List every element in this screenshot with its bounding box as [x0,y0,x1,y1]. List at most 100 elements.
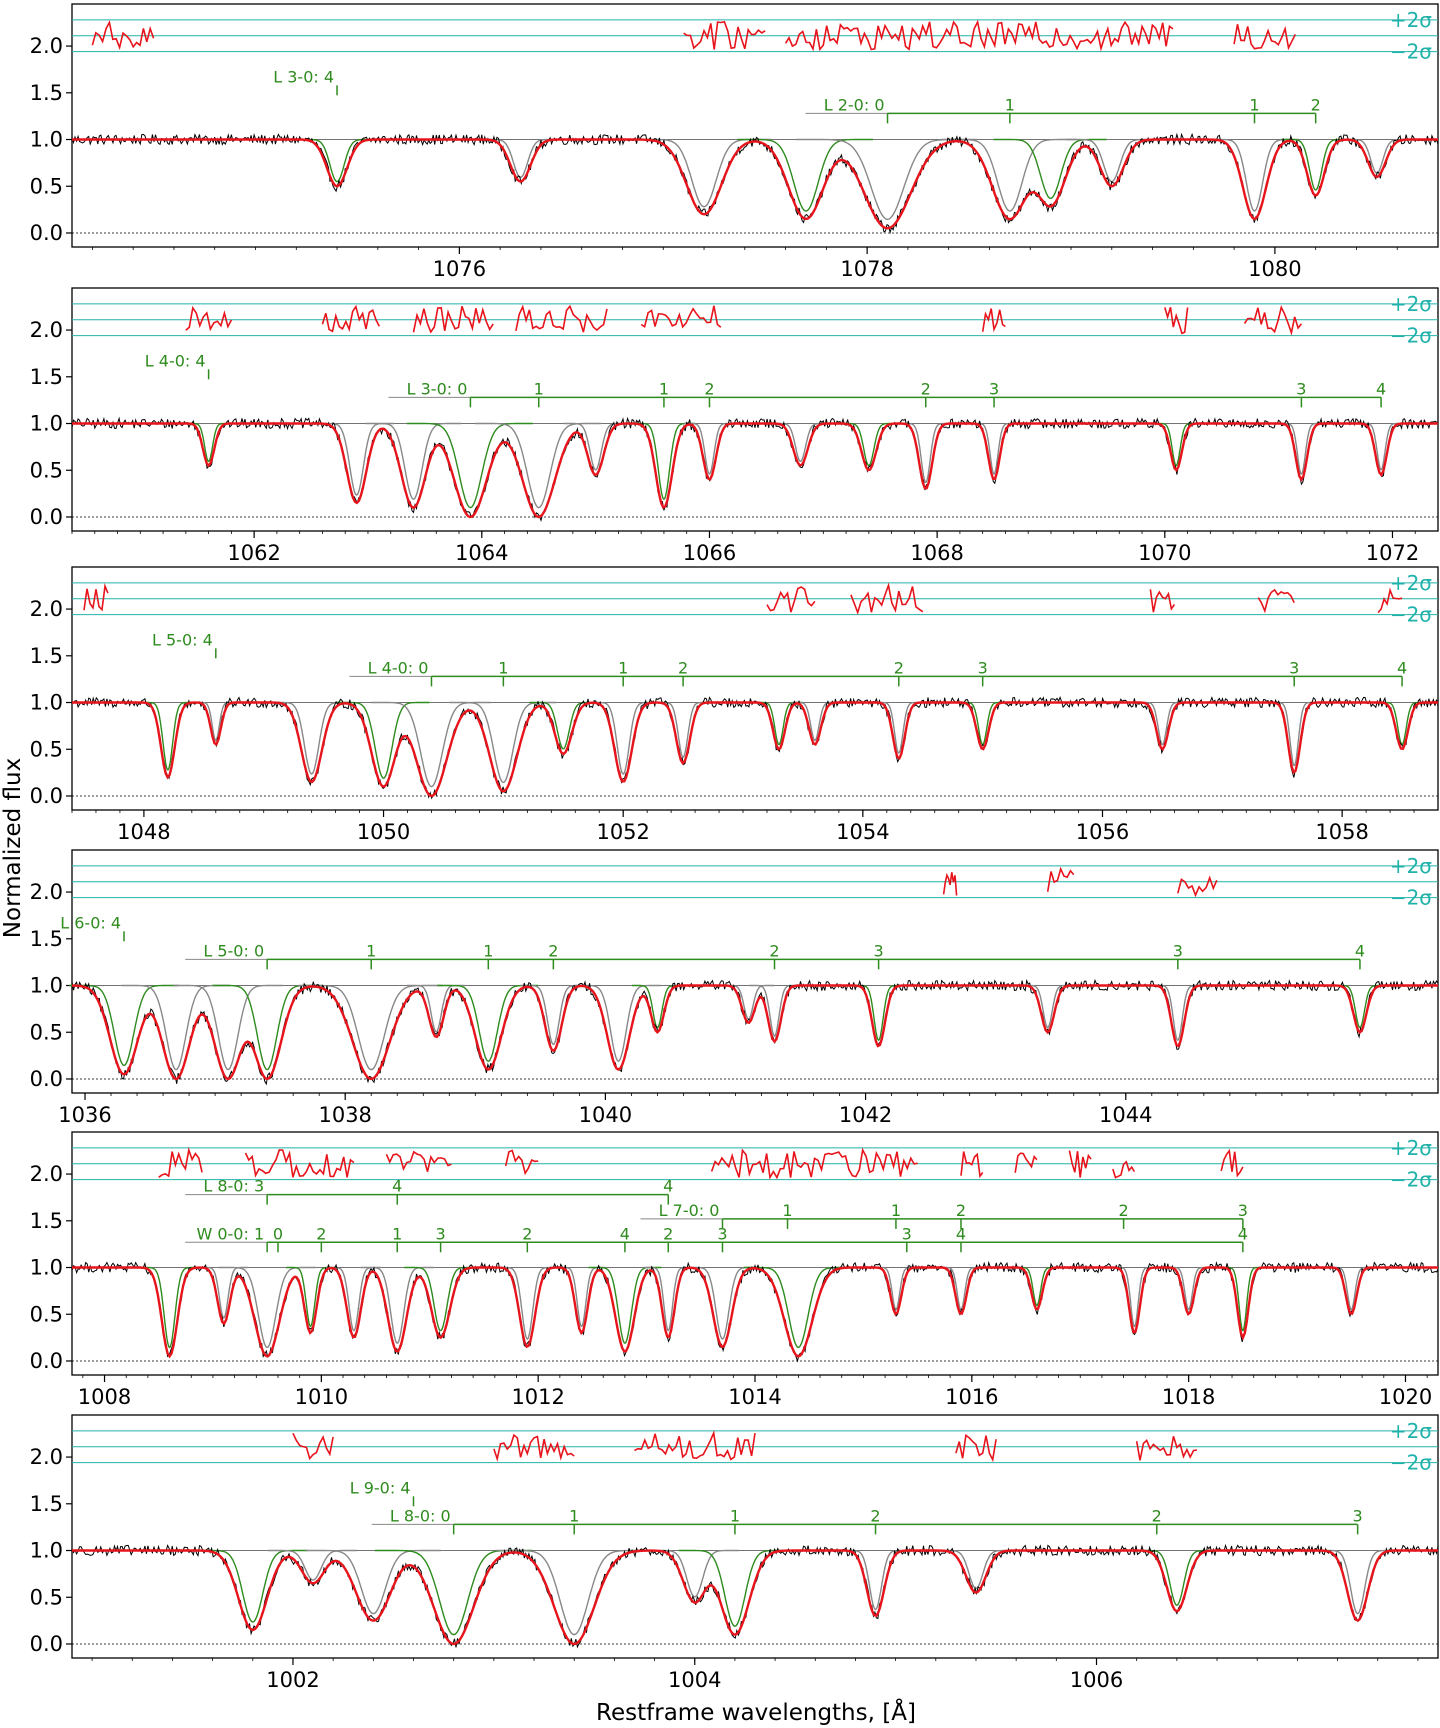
line-id-tick-label: 2 [704,379,714,398]
line-id-label: L 5-0: 0 [203,941,264,960]
x-tick-label: 1040 [579,1103,632,1127]
observed-spectrum [71,132,1439,235]
line-id-tick-label: 2 [1152,1506,1162,1525]
line-id-tick-label: 3 [902,1224,912,1243]
plus-2-sigma-label: +2σ [1390,8,1432,32]
line-id-tick-label: 0 [273,1224,283,1243]
x-tick-label: 1066 [683,541,736,565]
component-profile [631,984,683,1029]
residual-trace [1149,589,1176,613]
residual-trace [1068,1150,1092,1178]
residual-trace [1377,587,1403,614]
line-id-tick-label: 3 [717,1224,727,1243]
component-profile [1318,1549,1397,1615]
component-profile [796,138,977,221]
y-tick-label: 1.5 [30,81,63,105]
minus-2-sigma-label: −2σ [1390,40,1432,64]
line-id-tick-label: 4 [663,1177,673,1196]
line-id-label: L 8-0: 3 [203,1177,264,1196]
component-profile [874,1266,917,1311]
y-tick-label: 1.5 [30,1209,63,1233]
component-profile [404,1266,477,1332]
line-id-tick-label: 2 [548,941,558,960]
x-tick-label: 1014 [728,1385,781,1409]
x-tick-label: 1076 [433,257,486,281]
line-id-tick-label: 4 [956,1224,966,1243]
component-profile [1167,1266,1210,1311]
component-profile [656,701,710,759]
component-profile [195,701,236,742]
component-profile [1281,138,1350,191]
residual-trace [185,305,233,332]
y-tick-label: 2.0 [30,880,63,904]
line-id-tick-label: 2 [522,1224,532,1243]
panel-1: +2σ −2σ 0.0 0.5 1.0 1.5 2.0 1076 1078 1080 L 3-0: … [30,3,1439,281]
line-id-tick-label: 1 [366,941,376,960]
line-id-tick-label: 3 [978,658,988,677]
residual-trace [1233,24,1297,51]
component-profile [374,1549,533,1636]
residual-trace [493,1433,575,1462]
component-profile [298,984,443,1071]
line-id-tick-label: 2 [678,658,688,677]
component-profile [589,701,656,775]
line-id-tick-label: 4 [1397,658,1407,677]
y-tick-label: 0.5 [30,1585,63,1609]
model-fit [72,422,1438,519]
y-tick-label: 1.0 [30,691,63,715]
residual-trace [784,19,1174,52]
y-tick-label: 1.0 [30,412,63,436]
line-id-tick-label: 3 [989,379,999,398]
component-profile [1378,701,1426,746]
plus-2-sigma-label: +2σ [1390,571,1432,595]
x-tick-label: 1010 [295,1385,348,1409]
model-fit [72,1549,1438,1646]
line-id-label: L 9-0: 4 [350,1478,411,1497]
x-tick-label: 1058 [1315,820,1368,844]
residual-trace [1046,866,1075,892]
component-profile [941,138,1077,212]
component-profile [686,1266,759,1340]
line-id-tick-label: 1 [1005,95,1015,114]
component-profile [520,984,587,1046]
x-tick-label: 1004 [668,1668,721,1692]
component-profile [1153,422,1199,467]
line-id-label: L 4-0: 4 [145,351,206,370]
line-id-tick-label: 1 [392,1224,402,1243]
component-profile [121,984,231,1071]
residual-trace [1177,875,1218,898]
component-profile [791,701,839,742]
residual-trace [83,583,109,612]
residual-trace [1243,304,1303,336]
line-id-label: L 5-0: 4 [152,630,213,649]
line-id-tick-label: 2 [769,941,779,960]
model-fit [72,1266,1438,1359]
component-profile [1279,422,1324,475]
model-fit [72,138,1438,230]
x-tick-label: 1056 [1076,820,1129,844]
component-profile [286,1266,335,1328]
component-profile [1208,138,1300,212]
x-tick-label: 1042 [839,1103,892,1127]
x-tick-label: 1070 [1138,541,1191,565]
panel-6: +2σ −2σ 0.0 0.5 1.0 1.5 2.0 1002 1004 1006 L 9-0: … [30,1414,1439,1692]
x-tick-label: 1036 [58,1103,111,1127]
line-id-tick-label: 4 [620,1224,630,1243]
component-profile [563,422,627,471]
component-profile [678,1549,790,1627]
component-profile [318,422,394,496]
y-tick-label: 0.5 [30,174,63,198]
panel-2: +2σ −2σ 0.0 0.5 1.0 1.5 2.0 1062 1064 1066 1068 107… [30,287,1439,565]
model-fit [72,701,1438,798]
component-profile [196,1549,308,1623]
residual-trace [91,20,155,51]
x-tick-label: 1008 [78,1385,131,1409]
component-profile [336,701,430,779]
residual-trace [292,1432,334,1461]
component-profile [326,1266,381,1332]
residual-trace [640,305,722,329]
y-tick-label: 1.0 [30,128,63,152]
x-tick-label: 1006 [1070,1668,1123,1692]
